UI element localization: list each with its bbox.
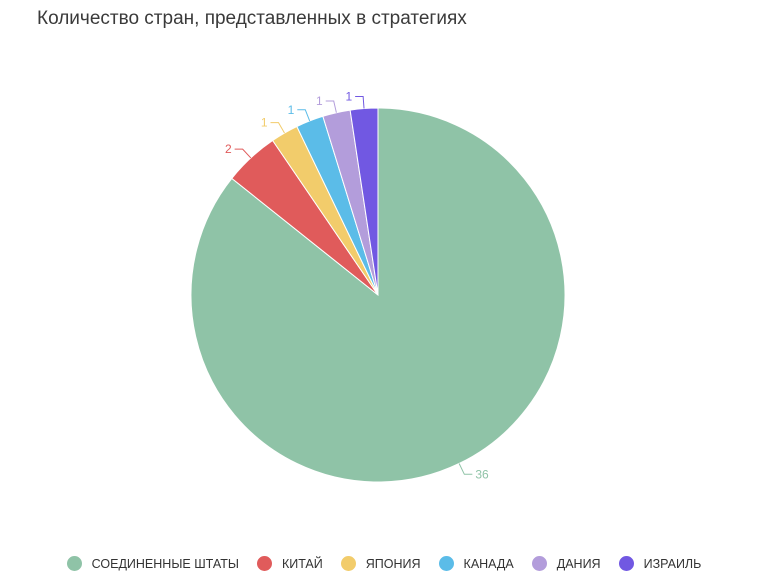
legend-item-0[interactable]: СОЕДИНЕННЫЕ ШТАТЫ [66, 556, 239, 571]
leader-line-0 [458, 463, 473, 475]
pie-chart: 36 2 1 1 1 1 [190, 90, 566, 483]
data-label-0: 36 [475, 467, 489, 481]
legend-label-5: ИЗРАИЛЬ [643, 556, 702, 571]
legend-swatch-0 [66, 556, 82, 571]
leader-line-1 [234, 148, 252, 159]
data-label-4: 1 [316, 94, 323, 108]
leader-line-4 [325, 100, 337, 113]
legend-item-3[interactable]: КАНАДА [438, 556, 514, 571]
legend-swatch-4 [531, 556, 547, 571]
legend-swatch-2 [340, 556, 356, 571]
legend-item-1[interactable]: КИТАЙ [256, 556, 323, 571]
legend-label-2: ЯПОНИЯ [365, 556, 421, 571]
legend-swatch-3 [438, 556, 454, 571]
chart-title: Количество стран, представленных в страт… [37, 8, 467, 29]
legend-label-3: КАНАДА [463, 556, 514, 571]
legend-swatch-1 [256, 556, 272, 571]
legend-label-4: ДАНИЯ [556, 556, 601, 571]
leader-line-3 [297, 109, 311, 122]
leader-line-2 [270, 122, 285, 134]
legend-label-0: СОЕДИНЕННЫЕ ШТАТЫ [91, 556, 239, 571]
legend-item-2[interactable]: ЯПОНИЯ [340, 556, 421, 571]
data-label-1: 2 [225, 142, 232, 156]
data-label-3: 1 [288, 103, 295, 117]
legend: СОЕДИНЕННЫЕ ШТАТЫ КИТАЙ ЯПОНИЯ КАНАДА ДАНИЯ И… [0, 556, 768, 571]
data-label-5: 1 [345, 90, 352, 104]
legend-item-4[interactable]: ДАНИЯ [531, 556, 601, 571]
slice-5[interactable] [349, 107, 379, 296]
leader-line-5 [355, 96, 365, 109]
legend-item-5[interactable]: ИЗРАИЛЬ [618, 556, 702, 571]
data-label-2: 1 [261, 116, 268, 130]
legend-swatch-5 [618, 556, 634, 571]
legend-label-1: КИТАЙ [281, 556, 323, 571]
